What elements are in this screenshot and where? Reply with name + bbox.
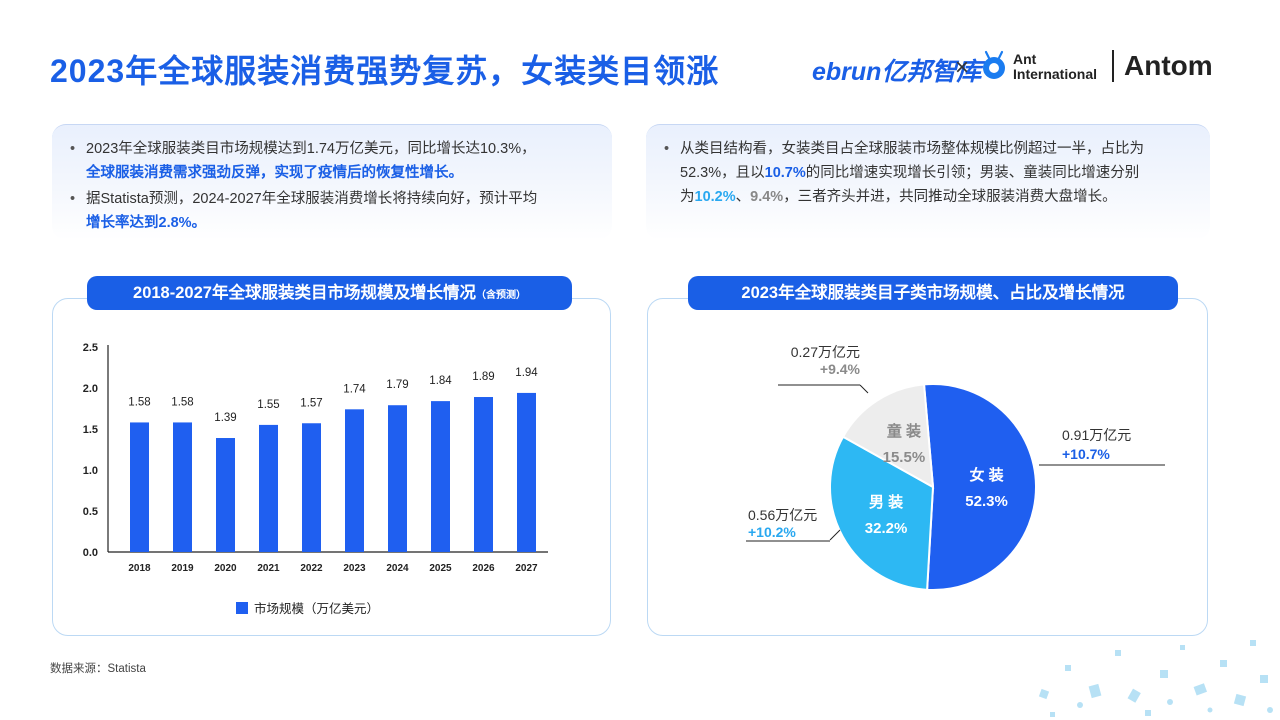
kids-growth-highlight: 9.4% xyxy=(750,189,784,205)
callout-leader xyxy=(859,384,869,394)
y-tick-label: 1.0 xyxy=(83,465,98,477)
pie-slice-label: 男 装 xyxy=(869,493,904,511)
summary-bullet-forecast: 据Statista预测，2024-2027年全球服装消费增长将持续向好，预计平均… xyxy=(66,187,606,235)
clothing-pattern-decoration xyxy=(1038,640,1273,717)
x-tick-label: 2021 xyxy=(257,563,280,574)
data-source-note: 数据来源：Statista xyxy=(50,663,146,675)
bullet-text: 为 xyxy=(680,189,695,205)
x-tick-label: 2022 xyxy=(300,563,323,574)
bar-data-label: 1.84 xyxy=(429,375,452,387)
y-tick-label: 0.0 xyxy=(83,547,98,559)
callout-leader xyxy=(829,529,841,541)
bullet-highlight: 增长率达到2.8%。 xyxy=(86,215,207,231)
bar xyxy=(388,405,407,552)
logo-separator: × xyxy=(955,54,970,81)
pie-slice xyxy=(829,435,935,591)
bar-data-label: 1.39 xyxy=(214,412,236,424)
antom-logo: Antom xyxy=(1124,50,1213,81)
bar-chart-title-note: （含预测） xyxy=(475,290,526,301)
bar xyxy=(302,423,321,552)
men-growth-highlight: 10.2% xyxy=(694,189,736,205)
bar-data-label: 1.79 xyxy=(386,379,408,391)
callout-market-size: 0.27万亿元 xyxy=(791,344,860,360)
bullet-text: 的同比增速实现增长引领；男装、童装同比增速分别 xyxy=(805,165,1140,181)
callout-growth: +10.2% xyxy=(748,524,796,540)
bar-data-label: 1.74 xyxy=(343,383,366,395)
bar-chart-legend: 市场规模（万亿美元） xyxy=(236,598,379,617)
y-tick-label: 1.5 xyxy=(83,424,98,436)
bar xyxy=(345,409,364,552)
summary-box-category-structure: 从类目结构看，女装类目占全球服装市场整体规模比例超过一半，占比为 52.3%，且… xyxy=(646,124,1210,240)
logo-divider xyxy=(1112,50,1114,82)
ebrun-logo: ebrun亿邦智库 xyxy=(812,58,982,86)
x-tick-label: 2024 xyxy=(386,563,409,574)
bar-data-label: 1.94 xyxy=(515,367,538,379)
x-tick-label: 2023 xyxy=(343,563,366,574)
x-tick-label: 2026 xyxy=(472,563,495,574)
pie-slice-share: 52.3% xyxy=(965,493,1008,510)
y-tick-label: 2.5 xyxy=(83,342,98,354)
bar-data-label: 1.58 xyxy=(171,396,193,408)
bullet-highlight: 全球服装消费需求强劲反弹，实现了疫情后的恢复性增长。 xyxy=(86,165,463,181)
bullet-text: ，三者齐头并进，共同推动全球服装消费大盘增长。 xyxy=(783,189,1117,205)
callout-growth: +10.7% xyxy=(1062,446,1110,462)
bar-data-label: 1.58 xyxy=(128,396,150,408)
legend-label: 市场规模（万亿美元） xyxy=(254,602,380,616)
summary-bullet-market-size: 2023年全球服装类目市场规模达到1.74万亿美元，同比增长达10.3%， 全球… xyxy=(66,137,606,185)
x-tick-label: 2020 xyxy=(214,563,237,574)
page-title: 2023年全球服装消费强势复苏，女装类目领涨 xyxy=(50,53,720,89)
bar xyxy=(474,397,493,552)
bar-data-label: 1.55 xyxy=(257,399,279,411)
pie-slice-share: 15.5% xyxy=(883,449,926,466)
bar-chart-title-text: 2018-2027年全球服装类目市场规模及增长情况 xyxy=(133,284,476,302)
bar xyxy=(216,438,235,552)
bullet-text: 从类目结构看，女装类目占全球服装市场整体规模比例超过一半，占比为 xyxy=(680,141,1144,157)
x-tick-label: 2025 xyxy=(429,563,452,574)
bullet-text: 2023年全球服装类目市场规模达到1.74万亿美元，同比增长达10.3%， xyxy=(86,141,536,157)
bullet-text: 、 xyxy=(735,189,751,205)
summary-bullet-category: 从类目结构看，女装类目占全球服装市场整体规模比例超过一半，占比为 52.3%，且… xyxy=(660,137,1205,209)
x-tick-label: 2019 xyxy=(171,563,194,574)
bar xyxy=(259,424,278,552)
x-tick-label: 2018 xyxy=(128,563,151,574)
legend-swatch xyxy=(236,602,248,614)
pie-slice-share: 32.2% xyxy=(865,520,908,537)
ant-logo-line1: Ant xyxy=(1013,51,1037,67)
women-growth-highlight: 10.7% xyxy=(764,165,806,181)
market-size-bar-chart: 0.0 0.5 1.0 1.5 2.0 2.5 1.58 2018 1.58 2019 1.39 20… xyxy=(83,342,548,574)
summary-box-market-size: 2023年全球服装类目市场规模达到1.74万亿美元，同比增长达10.3%， 全球… xyxy=(52,124,612,240)
pie-slice-label: 童 装 xyxy=(887,422,922,440)
x-tick-label: 2027 xyxy=(515,563,538,574)
bar-data-label: 1.89 xyxy=(472,371,494,383)
bar xyxy=(173,422,192,552)
ant-international-icon xyxy=(983,50,1005,79)
pie-slice xyxy=(841,383,935,489)
y-tick-label: 0.5 xyxy=(83,506,98,518)
pie-chart-title: 2023年全球服装类目子类市场规模、占比及增长情况 xyxy=(688,276,1178,310)
bar-chart-title: 2018-2027年全球服装类目市场规模及增长情况（含预测） xyxy=(87,276,572,310)
bullet-text: 52.3%，且以 xyxy=(680,165,765,181)
bar xyxy=(130,422,149,552)
bar xyxy=(431,401,450,552)
ant-international-logo-text: Ant International xyxy=(1013,52,1097,82)
bar xyxy=(517,392,536,552)
category-share-pie-chart: 女 装 52.3% 男 装 32.2% 童 装 15.5% 0.91万亿元 +10.7% 0.5… xyxy=(746,344,1165,591)
callout-growth: +9.4% xyxy=(820,361,861,377)
ant-logo-line2: International xyxy=(1013,66,1098,82)
bullet-text: 据Statista预测，2024-2027年全球服装消费增长将持续向好，预计平均 xyxy=(86,191,538,207)
pie-slice xyxy=(922,383,1037,591)
y-tick-label: 2.0 xyxy=(83,383,98,395)
callout-market-size: 0.56万亿元 xyxy=(748,507,817,523)
bar-data-label: 1.57 xyxy=(300,397,322,409)
pie-slice-label: 女 装 xyxy=(969,466,1004,484)
callout-market-size: 0.91万亿元 xyxy=(1062,427,1131,443)
